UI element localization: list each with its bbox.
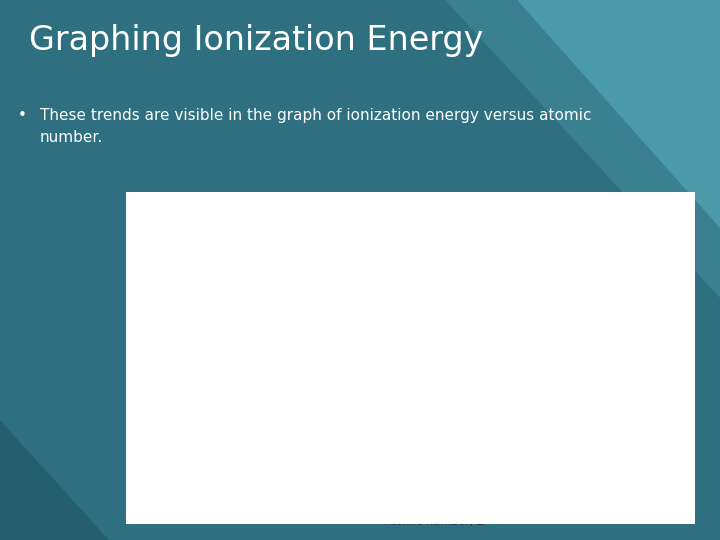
Text: 34: 34 [678, 512, 695, 526]
Text: Bi: Bi [637, 471, 645, 480]
Text: Kr: Kr [379, 366, 387, 375]
Text: Period 5: Period 5 [428, 208, 460, 240]
Text: Se: Se [372, 443, 382, 453]
Text: P: P [268, 402, 273, 411]
Text: Ga: Ga [349, 483, 361, 492]
Text: Period 1: Period 1 [182, 208, 215, 240]
Text: Be: Be [189, 413, 199, 422]
Text: These trends are visible in the graph of ionization energy versus atomic
number.: These trends are visible in the graph of… [40, 108, 591, 145]
Text: Rn: Rn [665, 396, 676, 406]
Text: H: H [182, 352, 189, 361]
Text: I: I [483, 402, 486, 411]
Text: Pb: Pb [630, 430, 641, 440]
Text: As: As [354, 408, 364, 417]
Text: Period 6: Period 6 [568, 208, 601, 240]
Text: Ra: Ra [676, 489, 688, 498]
Text: Graphing Ionization Energy: Graphing Ionization Energy [29, 24, 483, 57]
Text: Cl: Cl [265, 373, 273, 382]
Text: Br: Br [366, 384, 375, 393]
Text: Mg: Mg [230, 428, 243, 437]
Text: •: • [18, 108, 27, 123]
Polygon shape [518, 0, 720, 227]
Text: Li: Li [194, 488, 200, 497]
Bar [126, 192, 695, 524]
Polygon shape [0, 421, 108, 540]
Text: N: N [210, 364, 216, 373]
Text: K: K [284, 498, 290, 507]
Text: Si: Si [261, 463, 269, 471]
Text: Ar: Ar [277, 350, 286, 359]
Text: O: O [228, 373, 234, 382]
Text: Al: Al [255, 483, 263, 492]
Text: Period 3: Period 3 [253, 208, 285, 240]
Text: Ba: Ba [496, 490, 507, 499]
Text: Te: Te [458, 416, 467, 424]
X-axis label: Atomic number, Z: Atomic number, Z [384, 517, 484, 527]
Y-axis label: Ionization energy (kJ/mol): Ionization energy (kJ/mol) [130, 303, 140, 447]
Text: Rb: Rb [383, 500, 395, 509]
Text: Po: Po [654, 456, 665, 465]
Text: Cs: Cs [485, 502, 495, 511]
Text: Ne: Ne [236, 295, 248, 305]
Text: Period 4: Period 4 [326, 208, 359, 240]
Text: Period 2: Period 2 [207, 208, 240, 240]
Text: C: C [217, 395, 222, 403]
Text: Tl: Tl [633, 482, 641, 491]
Text: Sr: Sr [395, 485, 404, 495]
Text: B: B [205, 461, 211, 470]
Text: Xe: Xe [485, 387, 495, 395]
Text: Sb: Sb [451, 454, 462, 463]
Text: F: F [234, 337, 239, 346]
Text: S: S [273, 438, 279, 447]
Text: Na: Na [236, 491, 248, 500]
Text: Ca: Ca [287, 482, 298, 491]
Text: He: He [191, 267, 202, 276]
Polygon shape [446, 0, 720, 297]
Text: Ge: Ge [360, 461, 372, 470]
Text: Sn: Sn [462, 470, 473, 479]
Text: In: In [452, 485, 460, 494]
